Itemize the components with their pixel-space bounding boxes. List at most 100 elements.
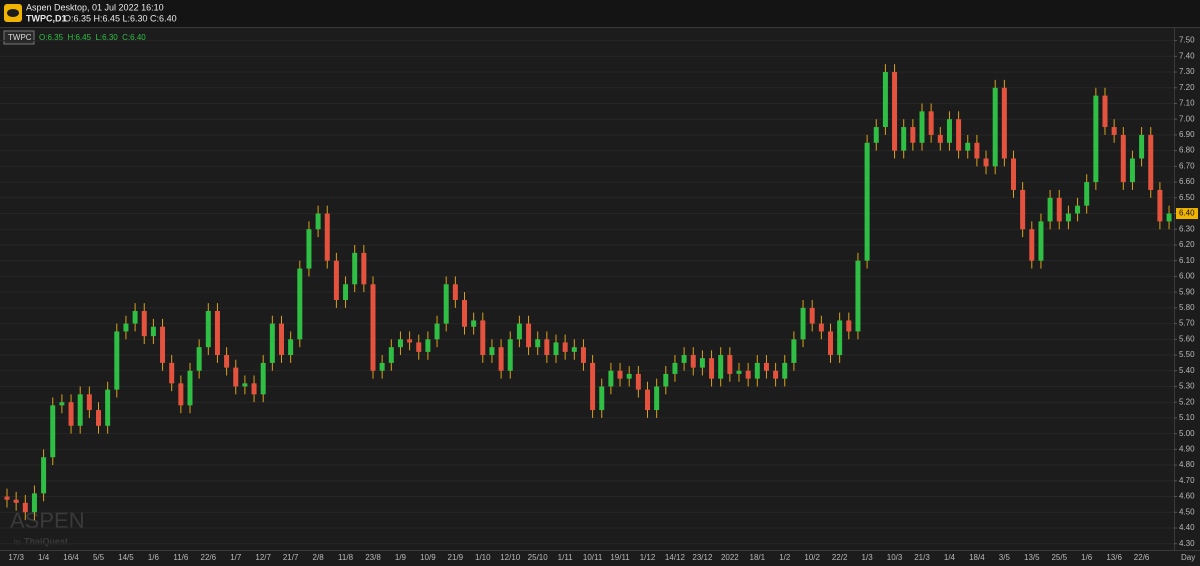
candle-body bbox=[773, 370, 779, 379]
candle-body bbox=[919, 111, 925, 143]
candle-body bbox=[663, 373, 669, 387]
candle-body bbox=[233, 367, 239, 387]
y-tick-label: 4.80 bbox=[1179, 460, 1195, 469]
candle-body bbox=[535, 339, 541, 348]
candle-body bbox=[1020, 189, 1026, 230]
x-tick-label: 18/4 bbox=[969, 553, 985, 562]
candle-body bbox=[1139, 134, 1145, 159]
candle-body bbox=[992, 87, 998, 167]
candle-body bbox=[288, 339, 294, 356]
header-bar bbox=[0, 0, 1200, 27]
x-tick-label: 23/12 bbox=[692, 553, 713, 562]
x-tick-label: 3/5 bbox=[999, 553, 1011, 562]
candle-body bbox=[635, 373, 641, 390]
candle-body bbox=[480, 320, 486, 356]
candle-body bbox=[828, 331, 833, 356]
candle-body bbox=[617, 370, 623, 379]
candle-body bbox=[306, 229, 312, 269]
candle-body bbox=[1075, 205, 1081, 214]
candle-body bbox=[571, 347, 577, 352]
candle-body bbox=[105, 389, 111, 426]
candle-body bbox=[96, 410, 101, 426]
x-tick-label: 25/10 bbox=[528, 553, 549, 562]
x-tick-label: 10/11 bbox=[583, 553, 603, 562]
candle-body bbox=[388, 347, 394, 363]
candle-body bbox=[123, 323, 129, 332]
y-tick-label: 7.50 bbox=[1179, 36, 1195, 45]
y-tick-label: 5.80 bbox=[1179, 303, 1195, 312]
candle-body bbox=[681, 355, 687, 363]
candle-body bbox=[214, 311, 220, 356]
x-tick-label: 5/5 bbox=[93, 553, 105, 562]
candle-body bbox=[608, 370, 614, 387]
candle-body bbox=[425, 339, 431, 352]
candle-body bbox=[901, 127, 907, 151]
candle-body bbox=[928, 111, 934, 135]
candle-body bbox=[837, 320, 843, 356]
app-icon-mark bbox=[7, 9, 19, 17]
candle-body bbox=[59, 402, 65, 406]
candle-body bbox=[361, 252, 367, 285]
x-tick-label: 22/2 bbox=[832, 553, 848, 562]
candle-body bbox=[965, 142, 971, 151]
candle-body bbox=[956, 119, 962, 151]
candle-body bbox=[745, 370, 751, 379]
x-tick-label: 2/8 bbox=[313, 553, 325, 562]
candle-body bbox=[718, 355, 724, 379]
y-tick-label: 4.30 bbox=[1179, 539, 1195, 548]
candle-body bbox=[818, 323, 824, 332]
candle-body bbox=[31, 493, 37, 513]
candle-body bbox=[187, 370, 193, 406]
candle-body bbox=[1011, 158, 1016, 190]
legend-symbol: TWPC bbox=[8, 33, 32, 42]
candle-body bbox=[626, 373, 632, 379]
candle-body bbox=[1148, 134, 1154, 190]
y-tick-label: 6.20 bbox=[1179, 240, 1195, 249]
candle-body bbox=[462, 300, 467, 327]
candle-body bbox=[22, 502, 28, 513]
x-tick-label: 21/7 bbox=[283, 553, 299, 562]
candle-body bbox=[763, 362, 769, 371]
candle-body bbox=[224, 355, 230, 368]
x-tick-label: 1/9 bbox=[395, 553, 407, 562]
x-tick-label: 12/7 bbox=[255, 553, 271, 562]
x-tick-label: 12/10 bbox=[500, 553, 521, 562]
y-tick-label: 5.50 bbox=[1179, 350, 1195, 359]
candle-body bbox=[855, 260, 861, 332]
candle-body bbox=[68, 402, 74, 426]
x-tick-label: 11/8 bbox=[338, 553, 354, 562]
x-tick-label: 1/4 bbox=[944, 553, 956, 562]
x-tick-label: 1/2 bbox=[779, 553, 791, 562]
last-price-label: 6.40 bbox=[1179, 209, 1195, 218]
x-tick-label: 14/12 bbox=[665, 553, 686, 562]
candle-body bbox=[50, 405, 56, 458]
x-tick-label: 2022 bbox=[721, 553, 739, 562]
candle-body bbox=[407, 339, 413, 343]
y-tick-label: 4.60 bbox=[1179, 492, 1195, 501]
candle-body bbox=[141, 311, 147, 337]
candle-body bbox=[791, 339, 797, 363]
candle-body bbox=[13, 499, 19, 503]
candle-body bbox=[1120, 134, 1126, 183]
x-tick-label: 1/10 bbox=[475, 553, 491, 562]
x-tick-label: 22/6 bbox=[1134, 553, 1150, 562]
candle-body bbox=[150, 326, 156, 337]
candle-body bbox=[727, 355, 733, 374]
candle-body bbox=[1084, 182, 1090, 206]
candle-body bbox=[809, 307, 815, 324]
y-tick-label: 6.70 bbox=[1179, 161, 1195, 170]
candle-body bbox=[782, 362, 788, 379]
candle-body bbox=[333, 260, 339, 301]
candle-body bbox=[178, 383, 184, 406]
candle-body bbox=[379, 362, 385, 371]
x-tick-label: 10/9 bbox=[420, 553, 436, 562]
candle-body bbox=[1056, 197, 1062, 222]
candle-body bbox=[498, 347, 504, 371]
y-tick-label: 5.70 bbox=[1179, 319, 1195, 328]
candle-body bbox=[41, 457, 47, 494]
candle-body bbox=[754, 362, 760, 379]
candle-body bbox=[1111, 127, 1117, 135]
